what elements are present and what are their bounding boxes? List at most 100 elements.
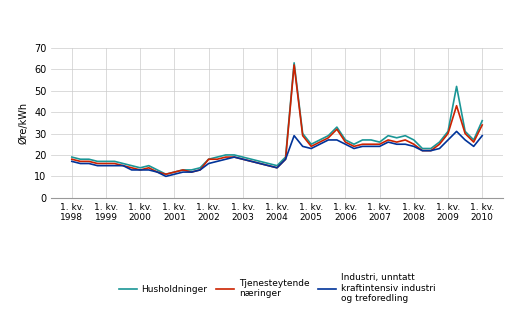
Husholdninger <box>206 157 212 161</box>
Industri, unntatt
kraftintensiv industri
og treforedling <box>103 164 109 167</box>
Husholdninger <box>188 168 194 172</box>
Tjenesteytende
næringer <box>94 162 101 166</box>
Industri, unntatt
kraftintensiv industri
og treforedling <box>257 162 263 166</box>
Tjenesteytende
næringer <box>197 168 203 172</box>
Tjenesteytende
næringer <box>231 155 238 159</box>
Industri, unntatt
kraftintensiv industri
og treforedling <box>154 170 161 174</box>
Husholdninger <box>325 134 331 137</box>
Tjenesteytende
næringer <box>308 145 314 148</box>
Husholdninger <box>146 164 152 167</box>
Tjenesteytende
næringer <box>206 157 212 161</box>
Husholdninger <box>419 147 425 151</box>
Husholdninger <box>377 140 383 144</box>
Tjenesteytende
næringer <box>419 149 425 152</box>
Industri, unntatt
kraftintensiv industri
og treforedling <box>180 170 186 174</box>
Industri, unntatt
kraftintensiv industri
og treforedling <box>360 145 366 148</box>
Tjenesteytende
næringer <box>154 170 161 174</box>
Husholdninger <box>223 153 229 157</box>
Tjenesteytende
næringer <box>334 127 340 131</box>
Industri, unntatt
kraftintensiv industri
og treforedling <box>111 164 117 167</box>
Tjenesteytende
næringer <box>325 136 331 140</box>
Husholdninger <box>240 155 246 159</box>
Industri, unntatt
kraftintensiv industri
og treforedling <box>470 145 477 148</box>
Tjenesteytende
næringer <box>69 157 75 161</box>
Tjenesteytende
næringer <box>402 138 408 142</box>
Husholdninger <box>154 168 161 172</box>
Tjenesteytende
næringer <box>257 162 263 166</box>
Husholdninger <box>283 155 289 159</box>
Industri, unntatt
kraftintensiv industri
og treforedling <box>453 130 460 133</box>
Husholdninger <box>103 160 109 163</box>
Tjenesteytende
næringer <box>377 142 383 146</box>
Husholdninger <box>385 134 391 137</box>
Industri, unntatt
kraftintensiv industri
og treforedling <box>334 138 340 142</box>
Tjenesteytende
næringer <box>411 142 417 146</box>
Tjenesteytende
næringer <box>360 142 366 146</box>
Tjenesteytende
næringer <box>368 142 374 146</box>
Industri, unntatt
kraftintensiv industri
og treforedling <box>206 162 212 166</box>
Tjenesteytende
næringer <box>146 166 152 170</box>
Husholdninger <box>129 164 135 167</box>
Industri, unntatt
kraftintensiv industri
og treforedling <box>377 145 383 148</box>
Tjenesteytende
næringer <box>283 157 289 161</box>
Tjenesteytende
næringer <box>171 170 177 174</box>
Husholdninger <box>231 153 238 157</box>
Husholdninger <box>69 155 75 159</box>
Tjenesteytende
næringer <box>393 140 400 144</box>
Industri, unntatt
kraftintensiv industri
og treforedling <box>317 142 323 146</box>
Tjenesteytende
næringer <box>137 168 143 172</box>
Tjenesteytende
næringer <box>428 149 434 152</box>
Industri, unntatt
kraftintensiv industri
og treforedling <box>479 134 485 137</box>
Tjenesteytende
næringer <box>300 134 306 137</box>
Husholdninger <box>171 170 177 174</box>
Industri, unntatt
kraftintensiv industri
og treforedling <box>342 142 348 146</box>
Tjenesteytende
næringer <box>240 157 246 161</box>
Husholdninger <box>86 157 92 161</box>
Tjenesteytende
næringer <box>163 172 169 176</box>
Tjenesteytende
næringer <box>453 104 460 108</box>
Husholdninger <box>479 119 485 122</box>
Tjenesteytende
næringer <box>248 160 254 163</box>
Line: Husholdninger: Husholdninger <box>72 63 482 174</box>
Tjenesteytende
næringer <box>437 142 443 146</box>
Husholdninger <box>111 160 117 163</box>
Industri, unntatt
kraftintensiv industri
og treforedling <box>385 140 391 144</box>
Husholdninger <box>445 130 451 133</box>
Industri, unntatt
kraftintensiv industri
og treforedling <box>437 147 443 151</box>
Industri, unntatt
kraftintensiv industri
og treforedling <box>137 168 143 172</box>
Husholdninger <box>197 166 203 170</box>
Industri, unntatt
kraftintensiv industri
og treforedling <box>197 168 203 172</box>
Tjenesteytende
næringer <box>120 164 126 167</box>
Husholdninger <box>137 166 143 170</box>
Husholdninger <box>393 136 400 140</box>
Husholdninger <box>360 138 366 142</box>
Husholdninger <box>342 138 348 142</box>
Industri, unntatt
kraftintensiv industri
og treforedling <box>248 160 254 163</box>
Husholdninger <box>462 130 468 133</box>
Industri, unntatt
kraftintensiv industri
og treforedling <box>351 147 357 151</box>
Industri, unntatt
kraftintensiv industri
og treforedling <box>240 157 246 161</box>
Industri, unntatt
kraftintensiv industri
og treforedling <box>393 142 400 146</box>
Husholdninger <box>257 160 263 163</box>
Husholdninger <box>77 157 84 161</box>
Industri, unntatt
kraftintensiv industri
og treforedling <box>291 134 297 137</box>
Husholdninger <box>291 61 297 65</box>
Line: Tjenesteytende
næringer: Tjenesteytende næringer <box>72 65 482 174</box>
Husholdninger <box>163 172 169 176</box>
Tjenesteytende
næringer <box>111 162 117 166</box>
Industri, unntatt
kraftintensiv industri
og treforedling <box>428 149 434 152</box>
Tjenesteytende
næringer <box>291 63 297 67</box>
Husholdninger <box>274 164 280 167</box>
Husholdninger <box>428 147 434 151</box>
Husholdninger <box>120 162 126 166</box>
Tjenesteytende
næringer <box>351 145 357 148</box>
Industri, unntatt
kraftintensiv industri
og treforedling <box>214 160 220 163</box>
Industri, unntatt
kraftintensiv industri
og treforedling <box>77 162 84 166</box>
Tjenesteytende
næringer <box>265 164 271 167</box>
Husholdninger <box>411 138 417 142</box>
Industri, unntatt
kraftintensiv industri
og treforedling <box>462 138 468 142</box>
Industri, unntatt
kraftintensiv industri
og treforedling <box>283 157 289 161</box>
Tjenesteytende
næringer <box>342 140 348 144</box>
Tjenesteytende
næringer <box>188 170 194 174</box>
Industri, unntatt
kraftintensiv industri
og treforedling <box>419 149 425 152</box>
